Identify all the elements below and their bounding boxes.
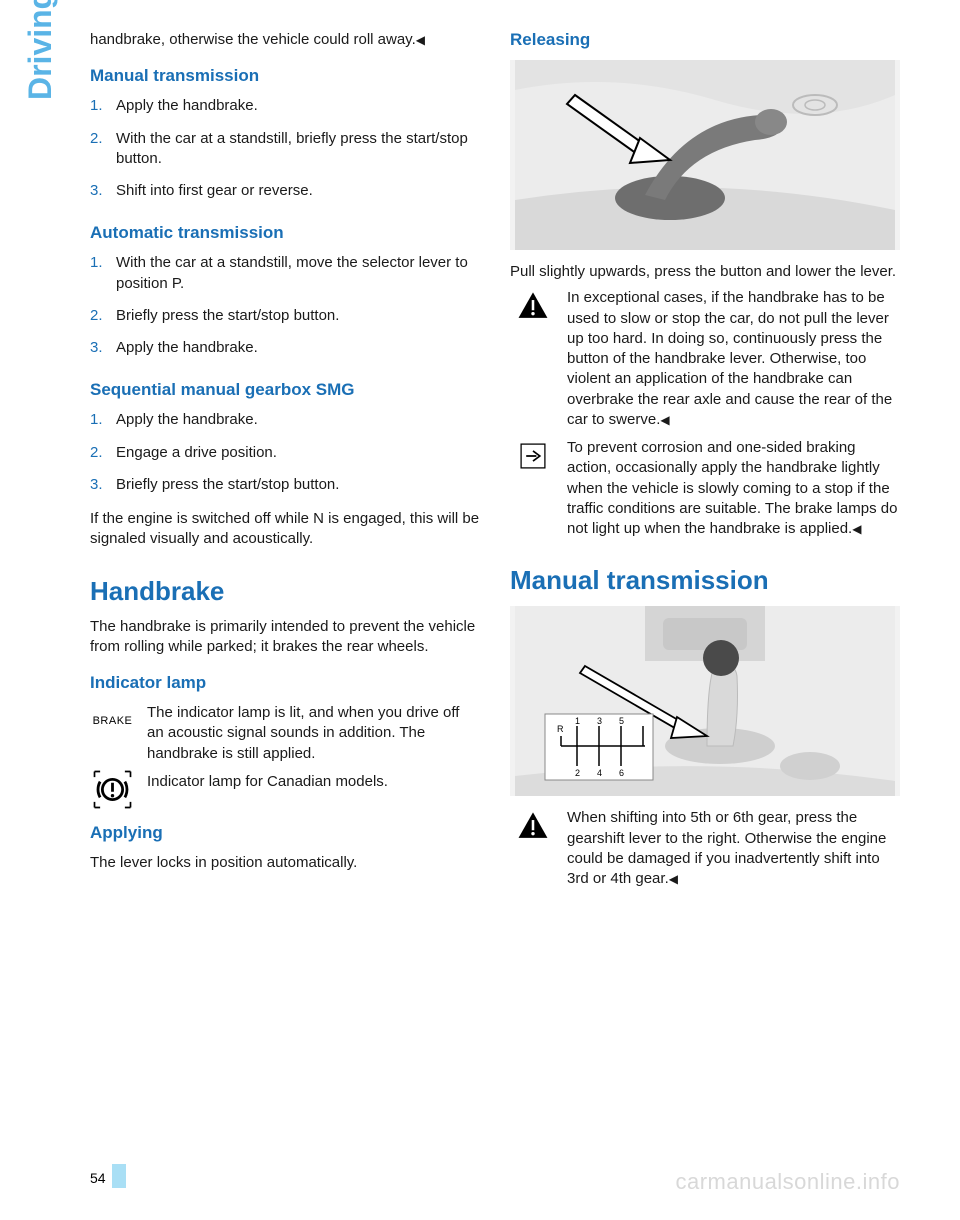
heading-smg: Sequential manual gearbox SMG bbox=[90, 380, 480, 400]
manual-page: Driving handbrake, otherwise the vehicle… bbox=[0, 0, 960, 1220]
warning-triangle-icon bbox=[510, 288, 555, 323]
left-column: handbrake, otherwise the vehicle could r… bbox=[90, 30, 480, 897]
figure-gearshift: R 1 3 5 2 4 6 bbox=[510, 606, 900, 796]
note-row-1: To prevent corrosion and one-sided braki… bbox=[510, 438, 900, 539]
list-automatic-transmission: 1.With the car at a standstill, move the… bbox=[90, 253, 480, 364]
note-arrow-icon bbox=[510, 438, 555, 473]
releasing-warning: In exceptional cases, if the handbrake h… bbox=[567, 288, 900, 430]
side-chapter-title: Driving bbox=[22, 0, 59, 100]
applying-text: The lever locks in position automaticall… bbox=[90, 853, 480, 873]
heading-automatic-transmission: Automatic transmission bbox=[90, 223, 480, 243]
svg-text:5: 5 bbox=[619, 716, 624, 726]
svg-text:2: 2 bbox=[575, 768, 580, 778]
list-smg: 1.Apply the handbrake. 2.Engage a drive … bbox=[90, 410, 480, 501]
warning-row-1: In exceptional cases, if the handbrake h… bbox=[510, 288, 900, 430]
indicator-row-1: BRAKE The indicator lamp is lit, and whe… bbox=[90, 703, 480, 764]
warning-triangle-icon bbox=[510, 808, 555, 843]
svg-text:6: 6 bbox=[619, 768, 624, 778]
page-number-wrap: 54 bbox=[90, 1164, 126, 1188]
figure-handbrake bbox=[510, 60, 900, 250]
heading-manual-transmission: Manual transmission bbox=[90, 66, 480, 86]
heading-releasing: Releasing bbox=[510, 30, 900, 50]
svg-text:4: 4 bbox=[597, 768, 602, 778]
heading-handbrake: Handbrake bbox=[90, 576, 480, 607]
smg-note: If the engine is switched off while N is… bbox=[90, 509, 480, 550]
indicator-text-2: Indicator lamp for Canadian models. bbox=[147, 772, 388, 807]
heading-manual-transmission-2: Manual transmission bbox=[510, 565, 900, 596]
indicator-text-1: The indicator lamp is lit, and when you … bbox=[147, 703, 480, 764]
page-tab-marker bbox=[112, 1164, 126, 1188]
releasing-caption: Pull slightly upwards, press the button … bbox=[510, 262, 900, 282]
svg-text:1: 1 bbox=[575, 716, 580, 726]
handbrake-intro: The handbrake is primarily intended to p… bbox=[90, 617, 480, 658]
indicator-row-2: Indicator lamp for Canadian models. bbox=[90, 772, 480, 807]
manual-trans-warning: When shifting into 5th or 6th gear, pres… bbox=[567, 808, 900, 889]
releasing-note: To prevent corrosion and one-sided braki… bbox=[567, 438, 900, 539]
heading-applying: Applying bbox=[90, 823, 480, 843]
list-manual-transmission: 1.Apply the handbrake. 2.With the car at… bbox=[90, 96, 480, 207]
heading-indicator-lamp: Indicator lamp bbox=[90, 673, 480, 693]
warning-row-2: When shifting into 5th or 6th gear, pres… bbox=[510, 808, 900, 889]
brake-text-icon: BRAKE bbox=[90, 703, 135, 738]
intro-text: handbrake, otherwise the vehicle could r… bbox=[90, 30, 480, 50]
brake-canada-icon bbox=[90, 772, 135, 807]
watermark-text: carmanualsonline.info bbox=[675, 1169, 900, 1195]
right-column: Releasing Pull bbox=[510, 30, 900, 897]
page-number: 54 bbox=[90, 1170, 112, 1188]
svg-text:R: R bbox=[557, 724, 564, 734]
two-column-layout: handbrake, otherwise the vehicle could r… bbox=[90, 30, 900, 897]
svg-text:3: 3 bbox=[597, 716, 602, 726]
